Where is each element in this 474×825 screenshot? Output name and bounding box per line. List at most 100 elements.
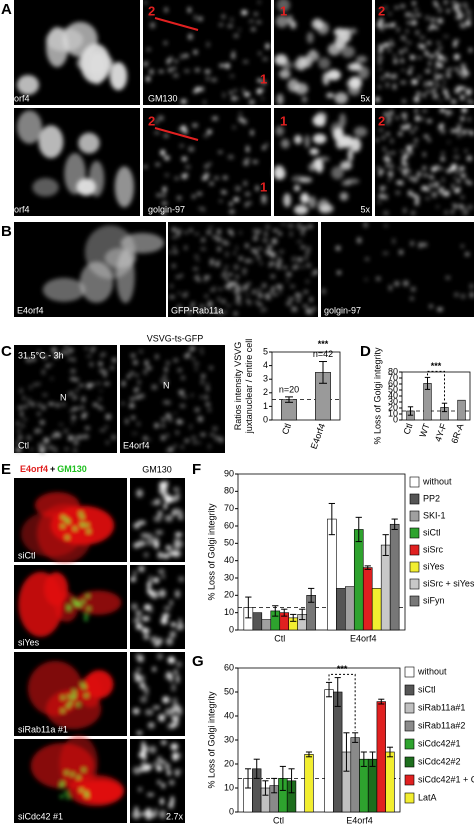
roi-marker: 1: [280, 113, 287, 128]
signal-blob: [131, 603, 138, 610]
signal-blob: [192, 357, 195, 361]
signal-blob: [422, 165, 427, 171]
signal-blob: [278, 256, 281, 261]
signal-blob: [180, 54, 184, 60]
signal-blob: [467, 181, 473, 185]
signal-blob: [243, 160, 249, 166]
signal-blob: [423, 173, 428, 177]
signal-blob: [85, 523, 89, 527]
error-bar: [290, 613, 297, 622]
signal-blob: [172, 697, 178, 706]
signal-blob: [37, 412, 41, 416]
signal-blob: [276, 0, 291, 12]
bar: [389, 523, 400, 631]
x-tick-label: E4orf4: [346, 815, 373, 825]
signal: [274, 0, 370, 106]
error-bar: [244, 768, 252, 789]
signal-blob: [149, 69, 154, 75]
signal-blob: [189, 423, 192, 430]
signal-blob: [286, 272, 292, 277]
signal-blob: [235, 245, 238, 251]
signal-blob: [43, 437, 50, 444]
signal-blob: [275, 15, 289, 28]
y-tick-label: 30: [224, 734, 234, 744]
signal-blob: [140, 532, 149, 539]
signal-blob: [218, 151, 223, 154]
signal-blob: [67, 435, 74, 442]
signal-blob: [172, 550, 181, 558]
signal-blob: [250, 27, 256, 32]
signal-blob: [140, 762, 147, 767]
signal-blob: [67, 607, 71, 611]
signal: [18, 571, 122, 637]
signal-blob: [341, 180, 352, 186]
signal-blob: [378, 22, 383, 28]
signal: [20, 492, 115, 563]
signal-blob: [392, 73, 398, 80]
signal-blob: [457, 132, 461, 138]
signal-blob: [67, 348, 74, 353]
signal-blob: [130, 371, 134, 376]
signal-blob: [161, 201, 168, 206]
legend-swatch: [404, 720, 415, 732]
signal-blob: [69, 391, 74, 395]
signal-blob: [256, 247, 263, 250]
signal-blob: [414, 175, 419, 182]
signal-blob: [425, 15, 430, 21]
signal-blob: [428, 55, 434, 58]
signal-blob: [301, 96, 308, 103]
signal-blob: [187, 351, 191, 357]
signal-blob: [421, 92, 427, 98]
signal-blob: [279, 250, 284, 254]
error-bar: [253, 758, 260, 779]
signal-blob: [300, 192, 310, 204]
signal-blob: [166, 671, 171, 677]
signal-blob: [27, 357, 33, 364]
signal: [133, 480, 184, 559]
signal-blob: [410, 297, 414, 300]
signal-blob: [301, 56, 313, 68]
signal-blob: [147, 722, 155, 729]
signal-blob: [158, 713, 166, 722]
signal-blob: [235, 274, 239, 280]
signal-blob: [419, 35, 425, 40]
signal-blob: [65, 535, 69, 539]
signal-blob: [160, 423, 166, 428]
plot-frame: [237, 473, 406, 631]
signal-blob: [157, 780, 161, 785]
signal-blob: [136, 421, 141, 427]
signal-blob: [364, 278, 368, 281]
signal-blob: [208, 306, 213, 309]
signal-blob: [436, 205, 439, 208]
signal-blob: [421, 242, 428, 247]
signal-blob: [265, 43, 270, 50]
signal-blob: [121, 380, 126, 387]
signal-blob: [48, 402, 55, 406]
signal-blob: [18, 434, 23, 441]
legend-label: SKI-1: [423, 510, 446, 520]
signal-blob: [467, 155, 472, 161]
signal-blob: [41, 369, 46, 375]
signal-blob: [131, 416, 136, 420]
signal-blob: [180, 389, 185, 395]
signal-blob: [294, 134, 302, 145]
signal-blob: [215, 236, 222, 243]
signal-blob: [54, 447, 57, 453]
signal-blob: [180, 125, 187, 131]
legend-label: siFyn: [423, 595, 445, 605]
signal-blob: [307, 246, 310, 252]
y-axis-label: Ratios intensity VSVG: [233, 342, 243, 431]
image-label: N: [163, 380, 170, 390]
legend-label: siSrc: [423, 544, 443, 554]
signal-blob: [60, 784, 64, 788]
error-bar: [441, 402, 448, 413]
signal-blob: [165, 361, 170, 366]
signal-blob: [462, 2, 468, 7]
signal-blob: [155, 119, 158, 125]
signal-blob: [189, 345, 196, 352]
signal-blob: [451, 0, 457, 4]
y-tick-label: 60: [388, 378, 398, 388]
signal-blob: [389, 284, 392, 291]
signal-blob: [132, 766, 142, 775]
signal-blob: [427, 138, 431, 142]
